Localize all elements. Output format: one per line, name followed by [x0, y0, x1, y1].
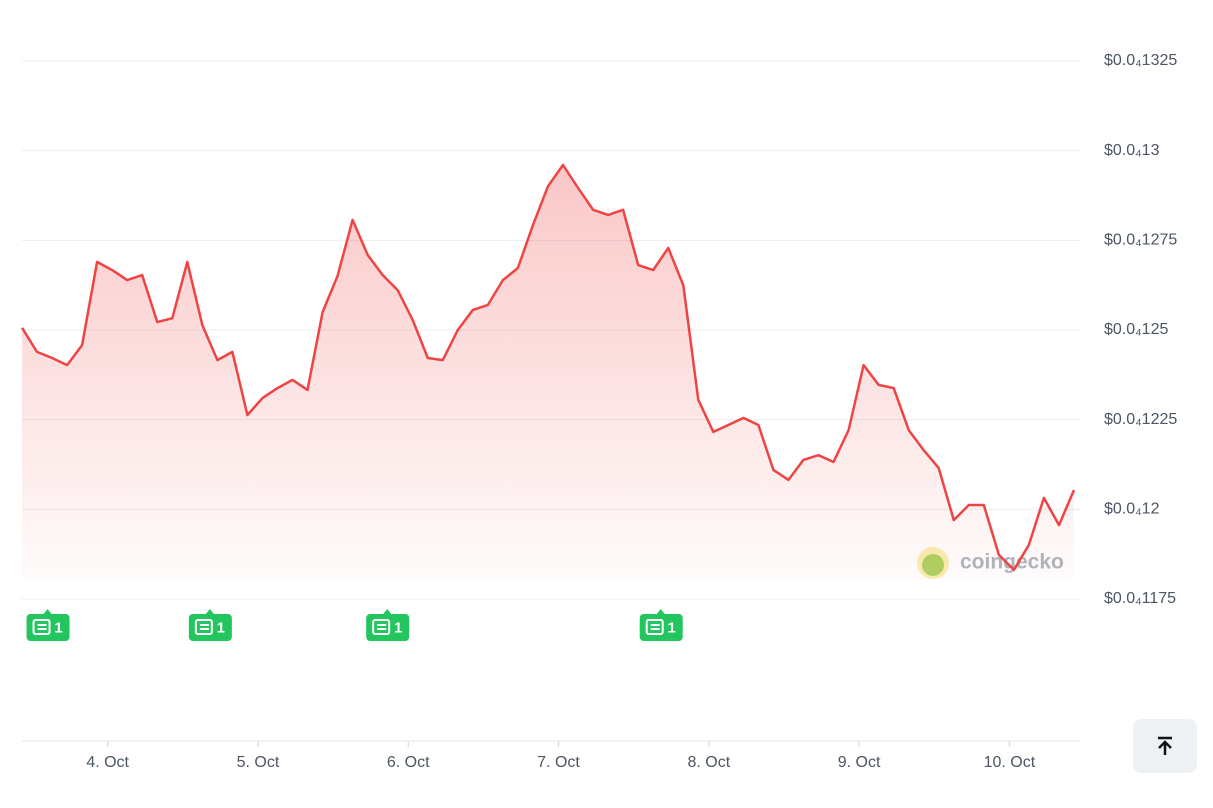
y-tick-label: $0.0₄1325 [1104, 52, 1177, 69]
area [22, 165, 1074, 580]
y-tick-label: $0.0₄125 [1104, 321, 1168, 338]
y-tick-label: $0.0₄13 [1104, 142, 1160, 159]
news-icon [372, 619, 391, 635]
x-tick-label: 9. Oct [838, 754, 881, 771]
badge-pointer [383, 609, 392, 614]
news-icon [194, 619, 213, 635]
y-tick-label: $0.0₄1175 [1104, 590, 1176, 607]
news-badge: 1 [188, 609, 232, 641]
badge-pointer [656, 609, 665, 614]
x-tick-label: 7. Oct [537, 754, 580, 771]
x-tick-label: 4. Oct [86, 754, 129, 771]
x-tick-label: 8. Oct [687, 754, 730, 771]
badge-count: 1 [54, 619, 62, 636]
news-icon [645, 619, 664, 635]
arrow-up-icon [1158, 736, 1172, 755]
badge-count: 1 [394, 619, 402, 636]
scroll-top-button[interactable] [1133, 719, 1197, 773]
price-line [20, 163, 1076, 572]
x-tick-label: 5. Oct [237, 754, 280, 771]
y-tick-label: $0.0₄1275 [1104, 232, 1177, 249]
badge-pointer [43, 609, 52, 614]
badge-count: 1 [217, 619, 225, 636]
news-badge: 1 [26, 609, 70, 641]
news-badge: 1 [639, 609, 683, 641]
y-tick-label: $0.0₄1225 [1104, 411, 1177, 428]
x-tick-label: 10. Oct [984, 754, 1036, 771]
news-badge: 1 [366, 609, 410, 641]
news-icon [32, 619, 51, 635]
y-tick-label: $0.0₄12 [1104, 501, 1160, 518]
badge-count: 1 [668, 619, 676, 636]
badge-pointer [205, 609, 214, 614]
x-tick-label: 6. Oct [387, 754, 430, 771]
